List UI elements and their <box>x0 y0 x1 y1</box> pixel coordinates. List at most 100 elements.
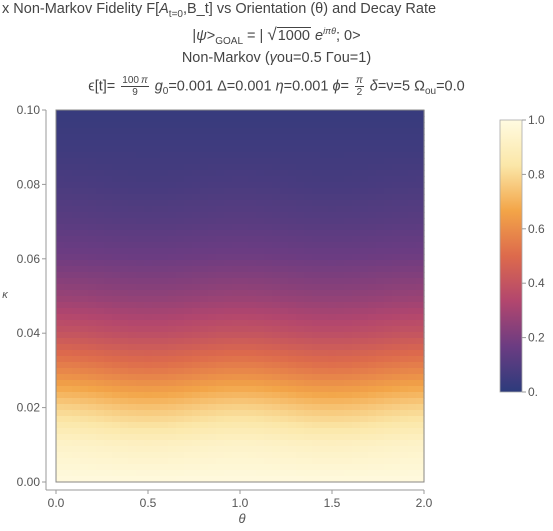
heatmap-cell <box>104 272 113 279</box>
heatmap-cell <box>360 284 369 291</box>
heatmap-cell <box>200 230 209 237</box>
heatmap-cell <box>336 122 345 129</box>
heatmap-cell <box>144 230 153 237</box>
heatmap-cell <box>104 194 113 201</box>
heatmap-cell <box>96 158 105 165</box>
heatmap-cell <box>408 362 417 369</box>
heatmap-cell <box>296 344 305 351</box>
heatmap-cell <box>120 122 129 129</box>
heatmap-cell <box>88 158 97 165</box>
heatmap-cell <box>112 134 121 141</box>
heatmap-cell <box>56 374 65 381</box>
heatmap-cell <box>288 410 297 417</box>
heatmap-cell <box>296 368 305 375</box>
heatmap-cell <box>408 356 417 363</box>
heatmap-cell <box>64 182 73 189</box>
heatmap-cell <box>80 404 89 411</box>
heatmap-cell <box>328 368 337 375</box>
heatmap-cell <box>400 266 409 273</box>
heatmap-cell <box>168 476 177 483</box>
heatmap-cell <box>168 368 177 375</box>
heatmap-cell <box>240 272 249 279</box>
heatmap-cell <box>176 164 185 171</box>
heatmap-cell <box>128 212 137 219</box>
heatmap-cell <box>376 380 385 387</box>
heatmap-cell <box>96 470 105 477</box>
heatmap-cell <box>224 242 233 249</box>
heatmap-cell <box>312 146 321 153</box>
heatmap-cell <box>256 188 265 195</box>
heatmap-cell <box>144 272 153 279</box>
heatmap-cell <box>312 284 321 291</box>
heatmap-cell <box>416 374 425 381</box>
heatmap-cell <box>56 224 65 231</box>
heatmap-cell <box>208 410 217 417</box>
heatmap-cell <box>304 116 313 123</box>
heatmap-cell <box>360 236 369 243</box>
heatmap-cell <box>256 296 265 303</box>
heatmap-cell <box>216 320 225 327</box>
heatmap-cell <box>64 290 73 297</box>
heatmap-cell <box>216 416 225 423</box>
heatmap-cell <box>280 110 289 117</box>
heatmap-cell <box>264 110 273 117</box>
heatmap-cell <box>96 332 105 339</box>
heatmap-cell <box>360 362 369 369</box>
heatmap-cell <box>296 284 305 291</box>
heatmap-cell <box>176 470 185 477</box>
heatmap-cell <box>256 470 265 477</box>
heatmap-cell <box>176 428 185 435</box>
heatmap-cell <box>392 110 401 117</box>
heatmap-cell <box>264 212 273 219</box>
heatmap-cell <box>384 314 393 321</box>
heatmap-cell <box>408 380 417 387</box>
heatmap-cell <box>216 182 225 189</box>
heatmap-cell <box>168 386 177 393</box>
heatmap-cell <box>120 266 129 273</box>
heatmap-cell <box>400 176 409 183</box>
heatmap-cell <box>376 236 385 243</box>
heatmap-cell <box>144 122 153 129</box>
heatmap-cell <box>312 368 321 375</box>
heatmap-cell <box>96 386 105 393</box>
heatmap-cell <box>160 278 169 285</box>
heatmap-cell <box>264 416 273 423</box>
heatmap-cell <box>312 266 321 273</box>
heatmap-cell <box>248 392 257 399</box>
heatmap-cell <box>136 158 145 165</box>
heatmap-cell <box>208 416 217 423</box>
heatmap-cell <box>248 374 257 381</box>
heatmap-cell <box>264 134 273 141</box>
heatmap-cell <box>416 218 425 225</box>
heatmap-cell <box>192 194 201 201</box>
heatmap-cell <box>360 290 369 297</box>
heatmap-cell <box>200 122 209 129</box>
heatmap-cell <box>56 362 65 369</box>
heatmap-cell <box>192 200 201 207</box>
heatmap-cell <box>56 320 65 327</box>
heatmap-cell <box>64 170 73 177</box>
heatmap-cell <box>336 242 345 249</box>
heatmap-cell <box>312 410 321 417</box>
heatmap-cell <box>304 362 313 369</box>
heatmap-cell <box>64 386 73 393</box>
heatmap-cell <box>368 116 377 123</box>
heatmap-cell <box>200 206 209 213</box>
heatmap-cell <box>344 128 353 135</box>
heatmap-cell <box>224 470 233 477</box>
heatmap-cell <box>104 314 113 321</box>
heatmap-cell <box>312 236 321 243</box>
heatmap-cell <box>360 248 369 255</box>
heatmap-cell <box>168 344 177 351</box>
heatmap-cell <box>280 236 289 243</box>
heatmap-cell <box>200 386 209 393</box>
heatmap-cell <box>80 422 89 429</box>
heatmap-cell <box>400 260 409 267</box>
heatmap-cell <box>416 464 425 471</box>
heatmap-cell <box>128 248 137 255</box>
heatmap-cell <box>152 344 161 351</box>
heatmap-cell <box>128 224 137 231</box>
heatmap-cell <box>176 278 185 285</box>
heatmap-cell <box>352 476 361 483</box>
heatmap-cell <box>312 278 321 285</box>
